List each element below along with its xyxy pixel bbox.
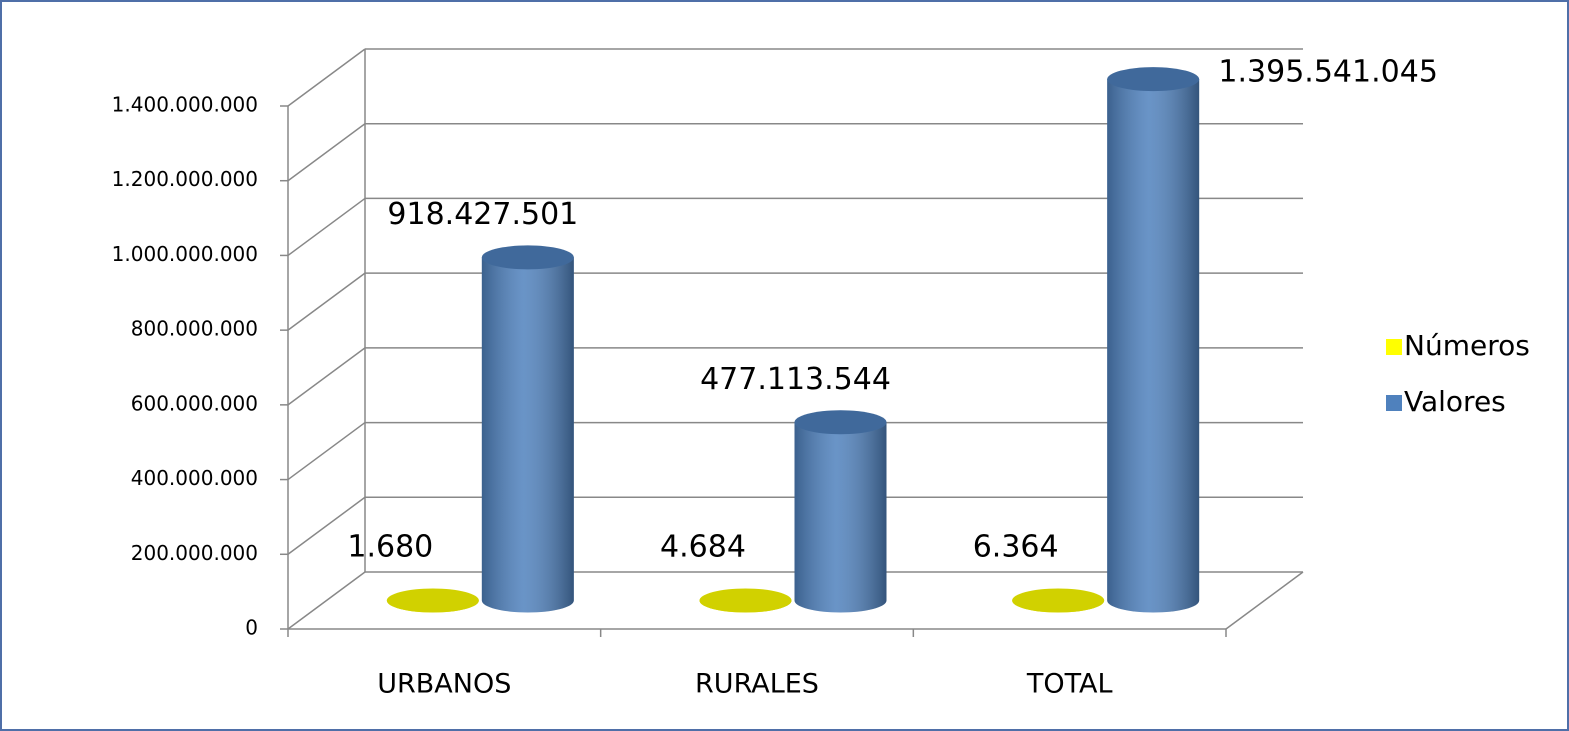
value-label: 477.113.544 bbox=[700, 362, 891, 397]
chart: 0 200.000.000 400.000.000 600.000.000 800.00… bbox=[0, 0, 1569, 731]
x-tick-label: URBANOS bbox=[377, 669, 511, 700]
y-tick-label: 0 bbox=[245, 616, 258, 640]
grid-line bbox=[288, 348, 365, 405]
bar bbox=[795, 410, 887, 612]
value-label: 1.395.541.045 bbox=[1218, 55, 1437, 90]
y-tick-label: 800.000.000 bbox=[131, 317, 258, 341]
grid-line bbox=[288, 49, 365, 106]
axis-line bbox=[1226, 572, 1303, 629]
y-tick-label: 1.200.000.000 bbox=[112, 167, 258, 191]
value-label: 6.364 bbox=[973, 530, 1059, 565]
value-label: 918.427.501 bbox=[387, 197, 578, 232]
x-tick-label: TOTAL bbox=[1026, 669, 1113, 700]
grid-line bbox=[288, 423, 365, 480]
value-label: 1.680 bbox=[347, 530, 433, 565]
x-tick-label: RURALES bbox=[695, 669, 819, 700]
bar bbox=[700, 588, 792, 612]
y-tick-label: 400.000.000 bbox=[131, 466, 258, 490]
y-tick-label: 200.000.000 bbox=[131, 541, 258, 565]
value-label: 4.684 bbox=[660, 530, 746, 565]
grid-line bbox=[288, 198, 365, 255]
grid-line bbox=[288, 124, 365, 181]
y-tick-label: 1.000.000.000 bbox=[112, 242, 258, 266]
legend-label: Valores bbox=[1404, 385, 1506, 418]
bar bbox=[482, 245, 574, 612]
grid-line bbox=[288, 273, 365, 330]
legend-label: Números bbox=[1404, 329, 1530, 362]
legend-swatch bbox=[1386, 339, 1402, 355]
y-tick-label: 600.000.000 bbox=[131, 391, 258, 415]
bar bbox=[387, 588, 479, 612]
y-tick-label: 1.400.000.000 bbox=[112, 93, 258, 117]
legend-swatch bbox=[1386, 395, 1402, 411]
bar bbox=[1012, 588, 1104, 612]
grid-line bbox=[288, 572, 365, 629]
bar bbox=[1107, 67, 1199, 612]
